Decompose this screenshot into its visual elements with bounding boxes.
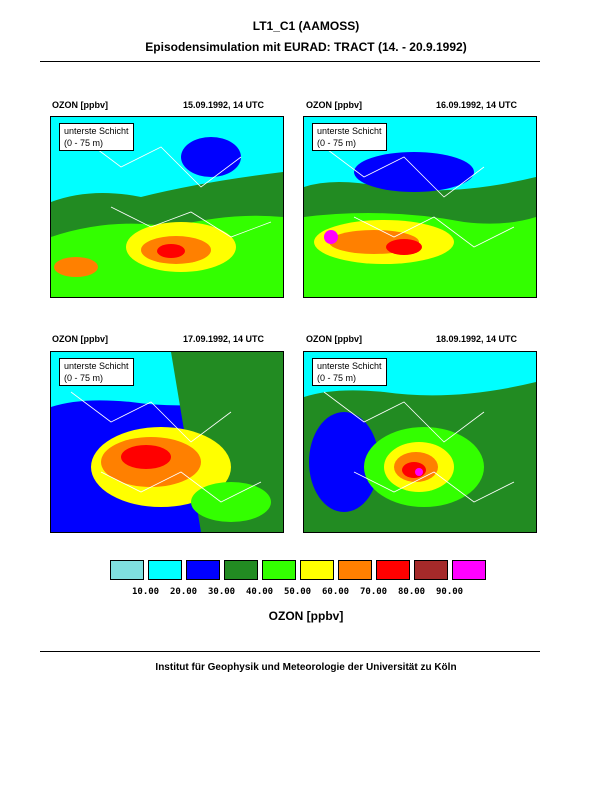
layer-range: (0 - 75 m) (317, 373, 357, 383)
colorbar-label: OZON [ppbv] (268, 609, 344, 623)
panel-2-variable: OZON [ppbv] (306, 100, 362, 110)
panel-1-variable: OZON [ppbv] (52, 100, 108, 110)
colorbar-swatch (338, 560, 372, 580)
colorbar-swatch (300, 560, 334, 580)
panel-3-map: unterste Schicht (0 - 75 m) (50, 351, 284, 533)
layer-range: (0 - 75 m) (64, 373, 104, 383)
layer-range: (0 - 75 m) (64, 138, 104, 148)
ozone-field-map (304, 352, 536, 532)
panel-4-map: unterste Schicht (0 - 75 m) (303, 351, 537, 533)
panel-2-datetime: 16.09.1992, 14 UTC (436, 100, 518, 110)
colorbar-swatch (110, 560, 144, 580)
colorbar-tick-label: 50.00 (284, 587, 312, 597)
colorbar-swatch (376, 560, 410, 580)
colorbar-tick-label: 60.00 (322, 587, 350, 597)
layer-label: unterste Schicht (317, 361, 382, 371)
panel-4-variable: OZON [ppbv] (306, 334, 362, 344)
colorbar-tick-label: 20.00 (170, 587, 198, 597)
page-subtitle: Episodensimulation mit EURAD: TRACT (14.… (145, 40, 467, 54)
colorbar-tick-label: 30.00 (208, 587, 236, 597)
panel-1-datetime: 15.09.1992, 14 UTC (183, 100, 265, 110)
colorbar-swatch (262, 560, 296, 580)
layer-range: (0 - 75 m) (317, 138, 357, 148)
colorbar-tick-label: 90.00 (436, 587, 464, 597)
colorbar-swatch (186, 560, 220, 580)
layer-legend: unterste Schicht (0 - 75 m) (59, 123, 134, 151)
layer-legend: unterste Schicht (0 - 75 m) (312, 123, 387, 151)
ozone-field-map (51, 117, 283, 297)
layer-label: unterste Schicht (64, 361, 129, 371)
colorbar-tick-label: 70.00 (360, 587, 388, 597)
layer-legend: unterste Schicht (0 - 75 m) (59, 358, 134, 386)
colorbar-swatch (148, 560, 182, 580)
colorbar-tick-label: 10.00 (132, 587, 160, 597)
colorbar-swatch (452, 560, 486, 580)
panel-4-datetime: 18.09.1992, 14 UTC (436, 334, 518, 344)
colorbar-tick-label: 40.00 (246, 587, 274, 597)
top-divider (40, 61, 540, 62)
panel-2-map: unterste Schicht (0 - 75 m) (303, 116, 537, 298)
layer-legend: unterste Schicht (0 - 75 m) (312, 358, 387, 386)
page-title: LT1_C1 (AAMOSS) (252, 19, 360, 33)
colorbar-swatch (224, 560, 258, 580)
panel-1-map: unterste Schicht (0 - 75 m) (50, 116, 284, 298)
bottom-divider (40, 651, 540, 652)
layer-label: unterste Schicht (317, 126, 382, 136)
layer-label: unterste Schicht (64, 126, 129, 136)
colorbar-swatch (414, 560, 448, 580)
footer-institution: Institut für Geophysik und Meteorologie … (155, 662, 457, 673)
panel-3-datetime: 17.09.1992, 14 UTC (183, 334, 265, 344)
colorbar-tick-label: 80.00 (398, 587, 426, 597)
panel-3-variable: OZON [ppbv] (52, 334, 108, 344)
